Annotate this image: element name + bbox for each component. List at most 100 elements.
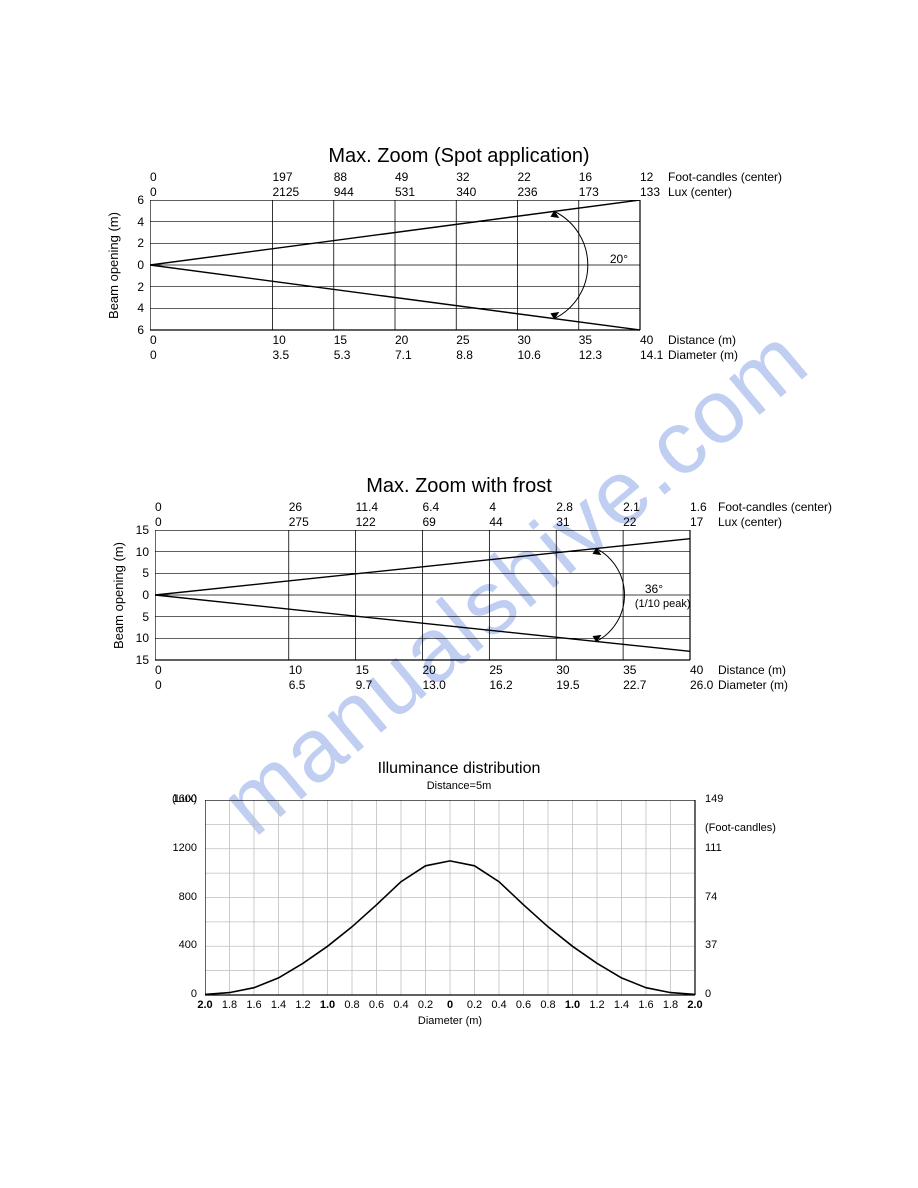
diameter-value: 13.0 [423,678,446,692]
distance-value: 25 [489,663,502,677]
lux-tick: 400 [157,939,197,951]
chart2-title: Max. Zoom with frost [0,475,918,498]
x-tick: 0.6 [511,999,537,1011]
y-tick: 10 [127,631,149,645]
lux-value: 22 [623,515,636,529]
diameter-value: 22.7 [623,678,646,692]
diameter-value: 19.5 [556,678,579,692]
y-tick: 0 [122,258,144,272]
x-tick: 1.2 [290,999,316,1011]
y-tick: 5 [127,566,149,580]
x-axis-label: Diameter (m) [390,1015,510,1027]
x-tick: 1.4 [609,999,635,1011]
distance-value: 15 [356,663,369,677]
fc-value: 88 [334,170,347,184]
lux-value: 31 [556,515,569,529]
chart2-plot: 36° (1/10 peak) [155,530,700,670]
x-tick: 0.8 [339,999,365,1011]
fc-value: 22 [518,170,531,184]
x-tick: 0.2 [413,999,439,1011]
fc-value: 0 [150,170,157,184]
svg-text:36°: 36° [645,582,663,596]
fc-value: 32 [456,170,469,184]
y-tick: 6 [122,323,144,337]
x-tick: 1.8 [658,999,684,1011]
distance-value: 25 [456,333,469,347]
diameter-value: 0 [150,348,157,362]
fc-label: Foot-candles (center) [668,170,782,184]
diameter-value: 3.5 [273,348,290,362]
distance-value: 20 [423,663,436,677]
x-tick: 1.2 [584,999,610,1011]
fc-value: 11.4 [356,500,378,514]
y-tick: 2 [122,280,144,294]
distance-value: 0 [155,663,162,677]
fc-unit: (Foot-candles) [705,822,776,834]
fc-tick: 74 [705,891,717,903]
distance-value: 40 [690,663,703,677]
svg-text:20°: 20° [610,252,628,266]
lux-value: 236 [518,185,538,199]
chart1-title: Max. Zoom (Spot application) [0,145,918,168]
distance-value: 40 [640,333,653,347]
y-tick: 4 [122,215,144,229]
distance-value: 20 [395,333,408,347]
y-tick: 4 [122,301,144,315]
diameter-value: 10.6 [518,348,541,362]
chart3-subtitle: Distance=5m [0,780,918,792]
lux-value: 340 [456,185,476,199]
diameter-value: 5.3 [334,348,351,362]
lux-label: Lux (center) [668,185,732,199]
diameter-value: 12.3 [579,348,602,362]
chart3-plot [205,800,699,999]
y-tick: 10 [127,545,149,559]
x-tick: 2.0 [682,999,708,1011]
distance-value: 30 [556,663,569,677]
lux-value: 2125 [273,185,300,199]
distance-value: 15 [334,333,347,347]
diameter-value: 0 [155,678,162,692]
x-tick: 1.0 [315,999,341,1011]
diameter-value: 8.8 [456,348,473,362]
y-tick: 15 [127,523,149,537]
x-tick: 2.0 [192,999,218,1011]
fc-tick: 37 [705,939,717,951]
x-tick: 1.6 [241,999,267,1011]
diameter-label: Diameter (m) [668,348,738,362]
fc-tick: 149 [705,793,723,805]
lux-tick: 1200 [157,842,197,854]
lux-tick: 0 [157,988,197,1000]
distance-label: Distance (m) [718,663,786,677]
chart2-y-axis-label: Beam opening (m) [111,542,126,649]
lux-value: 69 [423,515,436,529]
diameter-value: 14.1 [640,348,663,362]
lux-unit: (Lux) [153,793,197,805]
lux-label: Lux (center) [718,515,782,529]
distance-value: 35 [579,333,592,347]
lux-value: 44 [489,515,502,529]
y-tick: 5 [127,610,149,624]
lux-tick: 800 [157,891,197,903]
distance-value: 30 [518,333,531,347]
svg-text:(1/10 peak): (1/10 peak) [635,598,691,610]
fc-value: 12 [640,170,653,184]
y-tick: 15 [127,653,149,667]
chart1-y-axis-label: Beam opening (m) [106,212,121,319]
lux-value: 0 [155,515,162,529]
fc-value: 197 [273,170,293,184]
fc-value: 2.1 [623,500,640,514]
lux-value: 531 [395,185,415,199]
lux-value: 944 [334,185,354,199]
lux-value: 0 [150,185,157,199]
diameter-value: 16.2 [489,678,512,692]
diameter-label: Diameter (m) [718,678,788,692]
fc-value: 26 [289,500,302,514]
fc-value: 49 [395,170,408,184]
distance-value: 10 [273,333,286,347]
fc-tick: 111 [705,842,722,854]
y-tick: 0 [127,588,149,602]
fc-value: 0 [155,500,162,514]
diameter-value: 9.7 [356,678,373,692]
x-tick: 1.4 [266,999,292,1011]
x-tick: 0.2 [462,999,488,1011]
